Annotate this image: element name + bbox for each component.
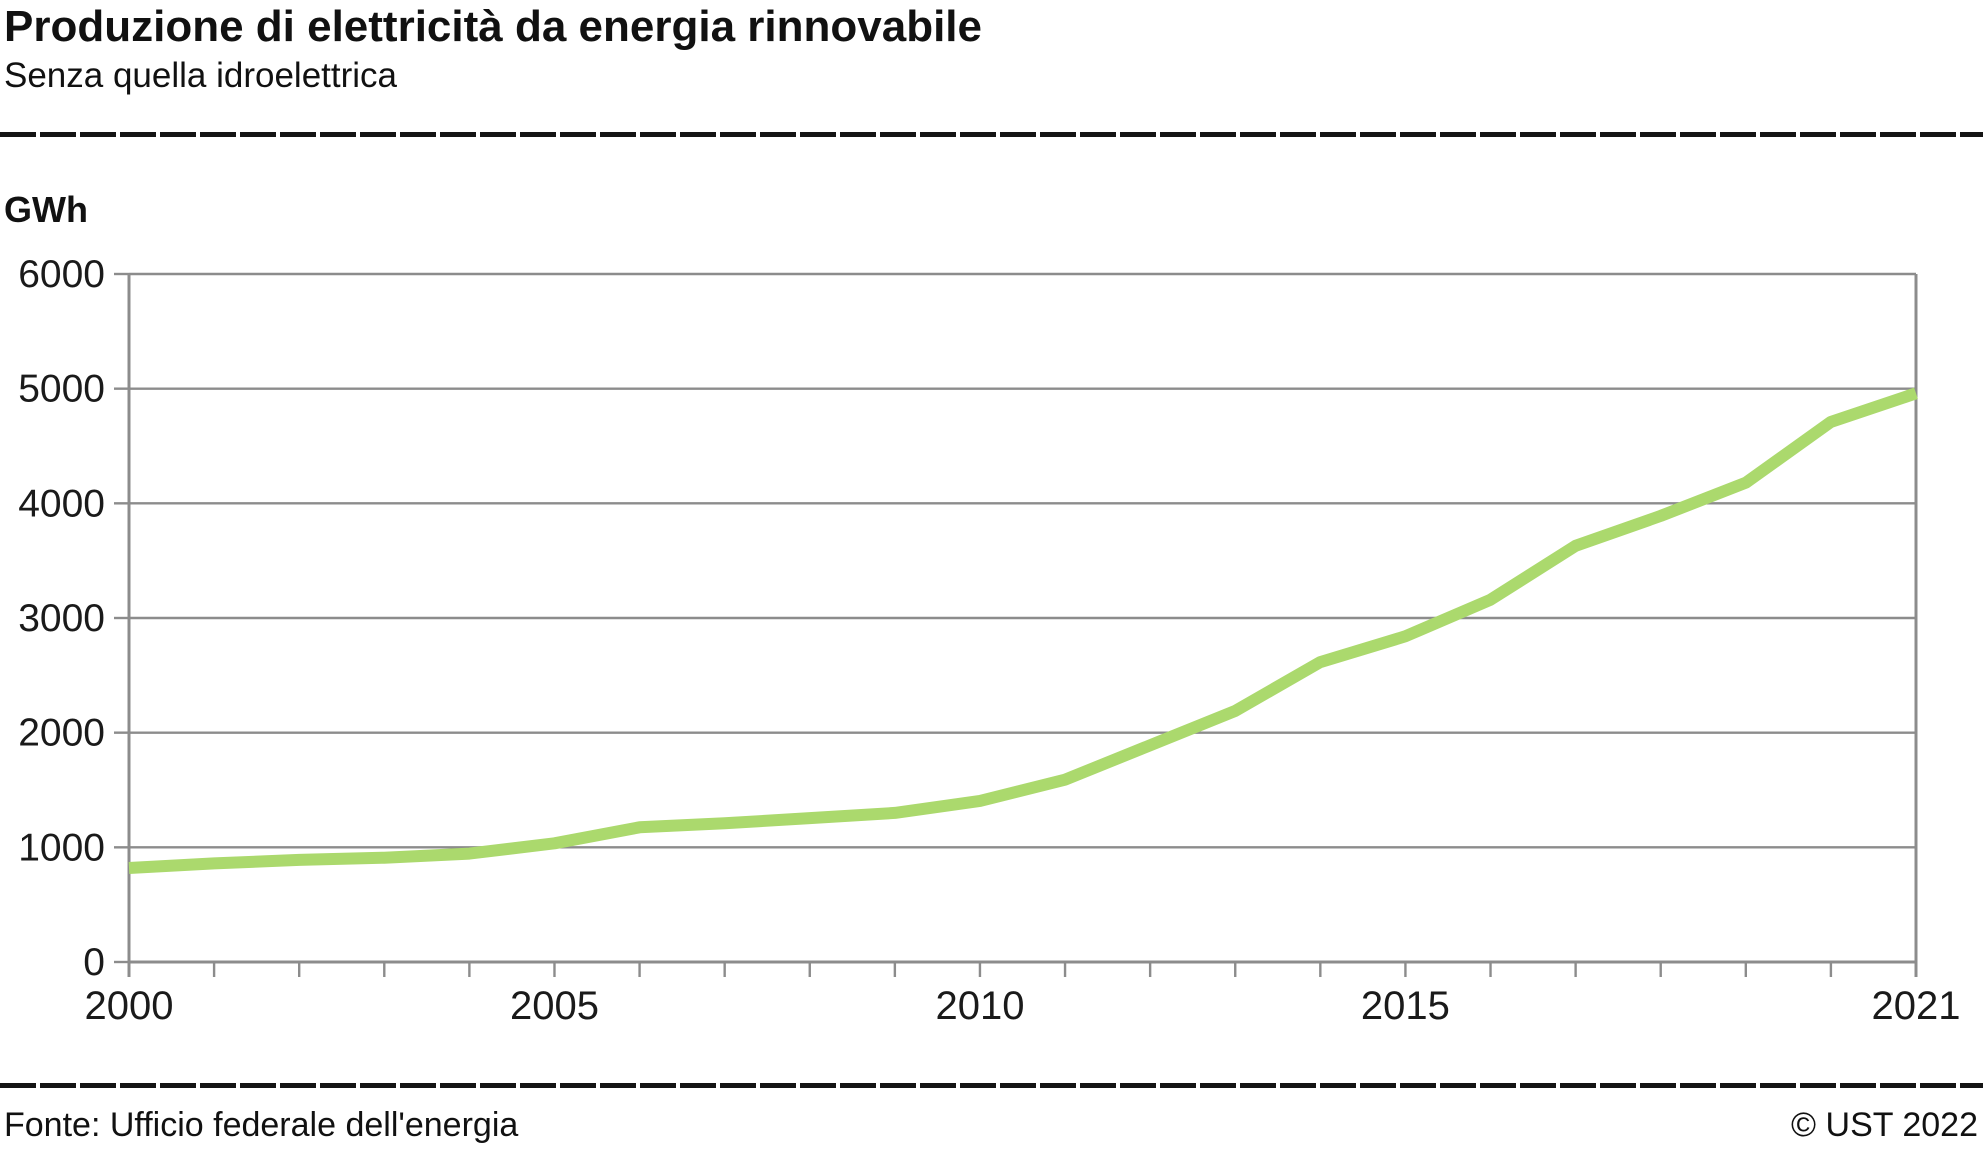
y-tick-label-3000: 3000: [18, 597, 105, 640]
data-series-line: [128, 387, 1918, 874]
y-tick-label-6000: 6000: [18, 253, 105, 296]
x-tick-label-2021: 2021: [1872, 984, 1961, 1028]
y-tick-label-1000: 1000: [18, 826, 105, 869]
y-tick-label-2000: 2000: [18, 712, 105, 755]
x-tick-label-2010: 2010: [935, 984, 1024, 1028]
y-tick-label-4000: 4000: [18, 482, 105, 525]
copyright-note: © UST 2022: [1791, 1106, 1978, 1144]
x-tick-label-2000: 2000: [85, 984, 174, 1028]
header-divider: [0, 132, 1983, 137]
y-axis-unit-label: GWh: [4, 189, 88, 230]
source-note: Fonte: Ufficio federale dell'energia: [4, 1106, 519, 1144]
y-tick-label-0: 0: [83, 941, 105, 984]
x-tick-label-2015: 2015: [1361, 984, 1450, 1028]
y-tick-label-5000: 5000: [18, 368, 105, 411]
page-subtitle: Senza quella idroelettrica: [4, 56, 398, 95]
footer-divider: [0, 1083, 1983, 1088]
x-tick-label-2005: 2005: [510, 984, 599, 1028]
page-title: Produzione di elettricità da energia rin…: [4, 2, 982, 51]
